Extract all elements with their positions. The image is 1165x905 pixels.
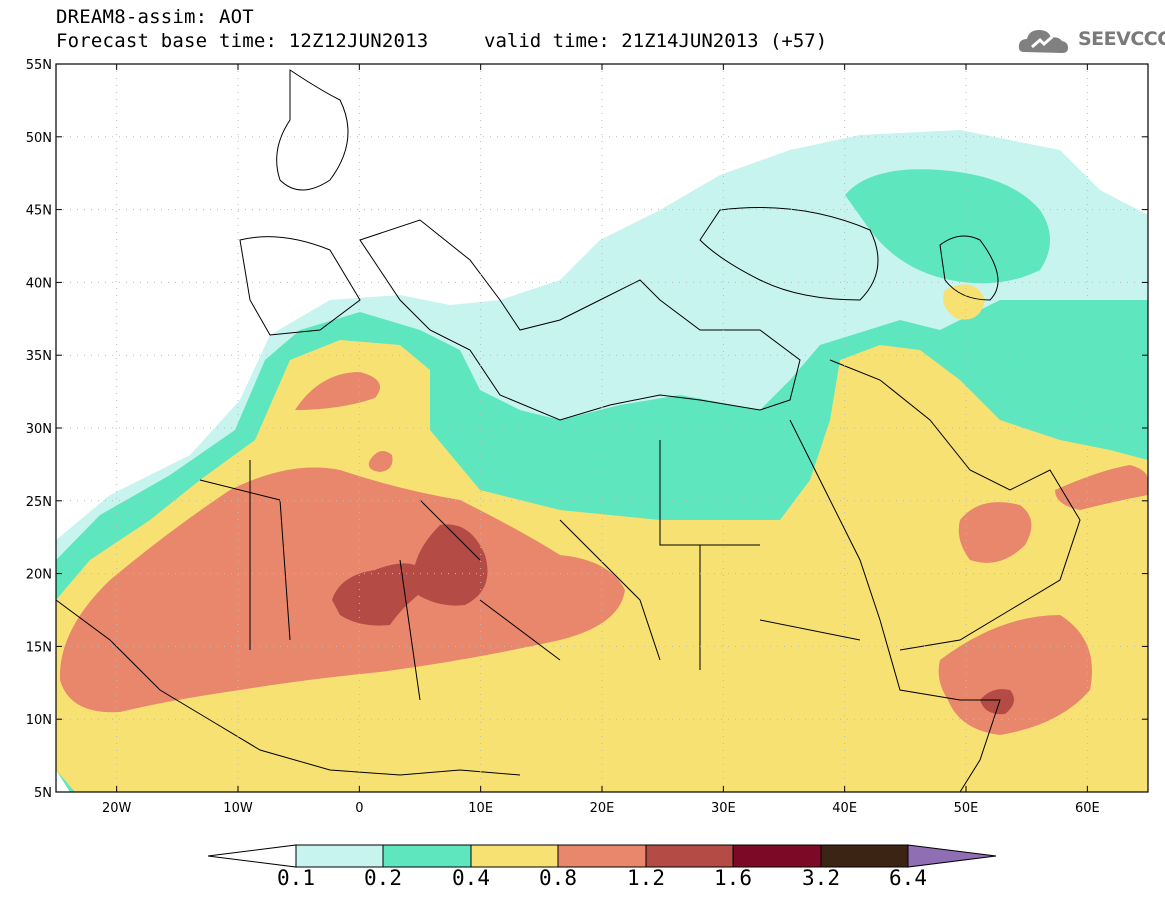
longitude-tick-label: 10E <box>468 801 493 816</box>
colorbar-bin-0.8-1.2 <box>557 844 647 868</box>
longitude-tick-label: 30E <box>711 801 736 816</box>
longitude-tick-label: 50E <box>954 801 979 816</box>
logo-text: SEEVCCC <box>1078 28 1165 50</box>
colorbar-label: 0.1 <box>277 866 315 890</box>
aot-contour-0.8 <box>295 372 380 410</box>
axis-tick-labels: 55N 50N 45N 40N 35N 30N 25N 20N 15N 10N 5N 20W 10W 0 1… <box>26 58 1100 816</box>
latitude-tick-label: 5N <box>34 786 52 801</box>
graticule <box>56 64 1148 792</box>
longitude-tick-label: 40E <box>832 801 857 816</box>
aot-contour-0.8 <box>1055 465 1148 510</box>
latitude-tick-label: 10N <box>26 713 52 728</box>
colorbar-label: 3.2 <box>802 866 840 890</box>
aot-contour-0.4 <box>942 284 985 320</box>
colorbar-over-triangle <box>907 844 997 868</box>
aot-contour-0.2 <box>845 169 1050 284</box>
colorbar-label: 0.4 <box>452 866 490 890</box>
axis-ticks <box>56 63 1148 793</box>
latitude-tick-label: 45N <box>26 204 52 219</box>
latitude-tick-label: 20N <box>26 568 52 583</box>
colorbar <box>207 844 997 868</box>
aot-contour-1.2 <box>980 689 1014 715</box>
aot-contour-0.8 <box>958 502 1032 563</box>
colorbar-label: 1.2 <box>627 866 665 890</box>
latitude-tick-label: 25N <box>26 495 52 510</box>
colorbar-bin-1.2-1.6 <box>645 844 734 868</box>
colorbar-bin-3.2-6.4 <box>820 844 909 868</box>
longitude-tick-label: 20E <box>590 801 615 816</box>
colorbar-label: 0.8 <box>539 866 577 890</box>
latitude-tick-label: 50N <box>26 131 52 146</box>
colorbar-label: 0.2 <box>364 866 402 890</box>
aot-contour-0.4 <box>56 340 1148 792</box>
latitude-tick-label: 15N <box>26 640 52 655</box>
aot-contour-0.8 <box>368 451 393 472</box>
longitude-tick-label: 0 <box>355 801 363 816</box>
colorbar-labels: 0.1 0.2 0.4 0.8 1.2 1.6 3.2 6.4 <box>0 866 1165 896</box>
coastlines <box>55 69 1081 793</box>
colorbar-bin-0.4-0.8 <box>470 844 559 868</box>
colorbar-label: 6.4 <box>889 866 927 890</box>
cloud-logo-icon <box>1018 30 1068 53</box>
forecast-base-time: Forecast base time: 12Z12JUN2013 <box>56 30 429 52</box>
aot-contour-0.8 <box>938 615 1092 735</box>
latitude-tick-label: 35N <box>26 349 52 364</box>
colorbar-bin-1.6-3.2 <box>732 844 822 868</box>
longitude-tick-label: 20W <box>102 801 132 816</box>
latitude-tick-label: 30N <box>26 422 52 437</box>
colorbar-bin-0.2-0.4 <box>382 844 472 868</box>
longitude-tick-label: 60E <box>1075 801 1100 816</box>
valid-time: valid time: 21Z14JUN2013 (+57) <box>484 30 828 52</box>
aot-contour-1.2 <box>332 524 488 626</box>
latitude-tick-label: 40N <box>26 276 52 291</box>
map-title: DREAM8-assim: AOT <box>56 6 254 28</box>
colorbar-label: 1.6 <box>714 866 752 890</box>
colorbar-bin-0.1-0.2 <box>295 844 384 868</box>
longitude-tick-label: 10W <box>223 801 253 816</box>
colorbar-under-triangle <box>207 844 297 868</box>
latitude-tick-label: 55N <box>26 58 52 73</box>
